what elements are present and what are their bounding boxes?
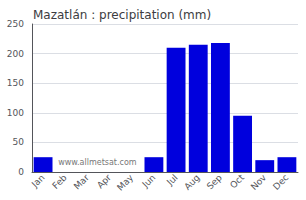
svg-text:Nov: Nov: [249, 172, 269, 192]
svg-text:200: 200: [7, 49, 24, 59]
svg-text:Mazatlán : precipitation (mm): Mazatlán : precipitation (mm): [33, 8, 211, 22]
svg-text:Mar: Mar: [72, 172, 91, 191]
svg-text:Oct: Oct: [228, 172, 246, 190]
svg-text:May: May: [115, 172, 136, 193]
svg-text:Apr: Apr: [95, 172, 113, 190]
svg-text:250: 250: [7, 19, 24, 29]
svg-text:Dec: Dec: [271, 172, 290, 191]
svg-text:Sep: Sep: [205, 172, 224, 191]
svg-text:Jun: Jun: [140, 172, 158, 190]
svg-text:www.allmetsat.com: www.allmetsat.com: [58, 158, 137, 167]
svg-text:Feb: Feb: [50, 172, 69, 191]
svg-text:Jan: Jan: [29, 172, 47, 190]
svg-text:50: 50: [13, 137, 25, 147]
svg-text:Jul: Jul: [164, 172, 179, 187]
svg-text:100: 100: [7, 108, 24, 118]
svg-text:0: 0: [18, 167, 24, 177]
svg-text:150: 150: [7, 78, 24, 88]
svg-text:Aug: Aug: [182, 172, 201, 191]
